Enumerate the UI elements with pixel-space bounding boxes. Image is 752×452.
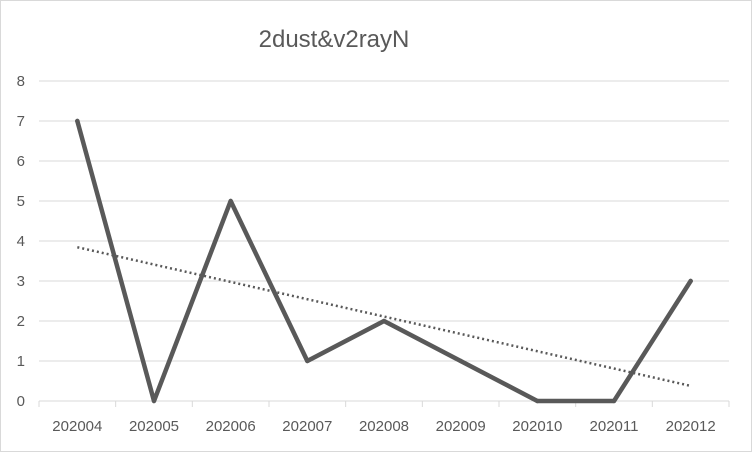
y-tick-label: 7 [17,113,25,130]
x-tick-label: 202005 [129,418,179,435]
y-tick-label: 1 [17,353,25,370]
data-point [151,398,157,404]
x-tick-label: 202012 [666,418,716,435]
x-tick-label: 202009 [436,418,486,435]
x-axis: 202004 202005 202006 202007 202008 202009 2020… [38,400,730,435]
data-point [75,118,80,124]
y-tick-label: 3 [17,273,25,290]
y-axis: 0 1 2 3 4 5 6 7 8 [17,73,25,410]
y-tick-label: 6 [17,153,25,170]
data-point [305,358,310,364]
x-tick-label: 202008 [359,418,409,435]
data-point [458,358,463,364]
data-point [228,198,233,204]
y-tick-label: 2 [17,313,25,330]
x-tick-label: 202007 [282,418,332,435]
data-point [535,398,540,404]
data-point [611,398,617,404]
y-tick-label: 4 [17,233,25,250]
series-layer [75,118,693,404]
x-tick-label: 202010 [512,418,562,435]
y-tick-label: 8 [17,73,25,90]
data-point [381,318,387,324]
x-tick-label: 202011 [590,418,639,435]
x-tick-label: 202006 [206,418,256,435]
chart-title: 2dust&v2rayN [259,26,410,53]
x-tick-label: 202004 [52,418,102,435]
data-point [688,278,693,284]
gridlines [39,80,729,362]
series-line [75,118,693,404]
y-tick-label: 0 [17,393,25,410]
y-tick-label: 5 [17,193,25,210]
